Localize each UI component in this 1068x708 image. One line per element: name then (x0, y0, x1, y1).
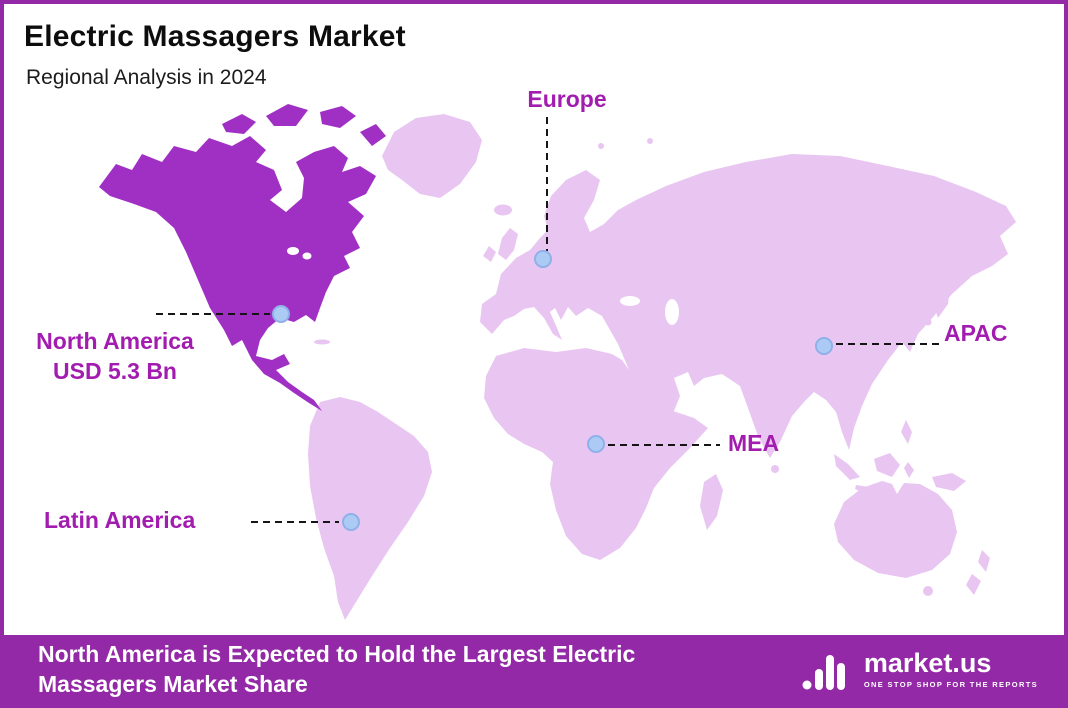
island-iceland (494, 204, 512, 216)
market-us-logo-icon (802, 654, 845, 690)
region-label-north-america: North America USD 5.3 Bn (14, 326, 216, 386)
marker-north-america (272, 305, 290, 323)
banner-text: North America is Expected to Hold the La… (38, 641, 636, 697)
island-new-guinea (932, 473, 966, 491)
island-arctic-canada-3 (320, 106, 356, 128)
bottom-banner: North America is Expected to Hold the La… (4, 635, 1064, 704)
island-philippines (901, 420, 912, 444)
island-ireland (483, 246, 496, 262)
world-map (99, 104, 1016, 620)
marker-europe (534, 250, 552, 268)
logo-tagline: ONE STOP SHOP FOR THE REPORTS (863, 680, 1038, 689)
island-baffin (360, 124, 386, 146)
island-java (855, 485, 894, 495)
island-sumatra (834, 454, 860, 480)
brand-logo: market.us ONE STOP SHOP FOR THE REPORTS (800, 647, 1038, 693)
island-arctic (647, 138, 653, 144)
region-label-europe: Europe (527, 86, 607, 112)
continent-south-america (308, 397, 432, 620)
island-madagascar (700, 474, 723, 530)
island-new-zealand-north (978, 550, 990, 572)
island-sulawesi (904, 462, 914, 478)
continent-australia (834, 481, 957, 578)
island-arctic-canada-2 (266, 104, 308, 126)
island-borneo (874, 453, 900, 477)
island-greenland (382, 114, 482, 198)
marker-latin-america (342, 513, 360, 531)
island-uk (498, 228, 518, 260)
island-tasmania (923, 586, 933, 596)
island-arctic-canada-1 (222, 114, 256, 134)
brand-words: market.us ONE STOP SHOP FOR THE REPORTS (863, 648, 1038, 690)
region-label-mea: MEA (728, 430, 780, 456)
lake-great-lakes-1 (287, 247, 299, 255)
continent-africa (484, 348, 708, 560)
marker-mea (587, 435, 605, 453)
lake-great-lakes-2 (302, 252, 312, 260)
region-label-apac: APAC (944, 320, 1008, 346)
page-subtitle: Regional Analysis in 2024 (26, 66, 267, 89)
lake-caspian (665, 299, 679, 325)
region-value-north-america: USD 5.3 Bn (53, 358, 177, 384)
page-title: Electric Massagers Market (24, 20, 406, 53)
continent-north-america (99, 136, 376, 411)
island-sri-lanka (771, 465, 779, 473)
island-japan (934, 276, 950, 318)
leader-lines (156, 117, 942, 523)
island-new-zealand-south (966, 574, 981, 595)
continent-eurasia (480, 154, 1016, 458)
island-cuba (314, 339, 330, 345)
island-svalbard (598, 143, 604, 149)
marker-apac (815, 337, 833, 355)
lake-black-sea (620, 296, 640, 306)
region-label-north-america-name: North America (36, 328, 194, 354)
region-label-latin-america: Latin America (44, 507, 196, 533)
region-markers (272, 250, 833, 531)
island-japan-south (924, 318, 932, 326)
logo-wordmark: market.us (863, 648, 992, 678)
continent-shapes (99, 104, 1016, 620)
